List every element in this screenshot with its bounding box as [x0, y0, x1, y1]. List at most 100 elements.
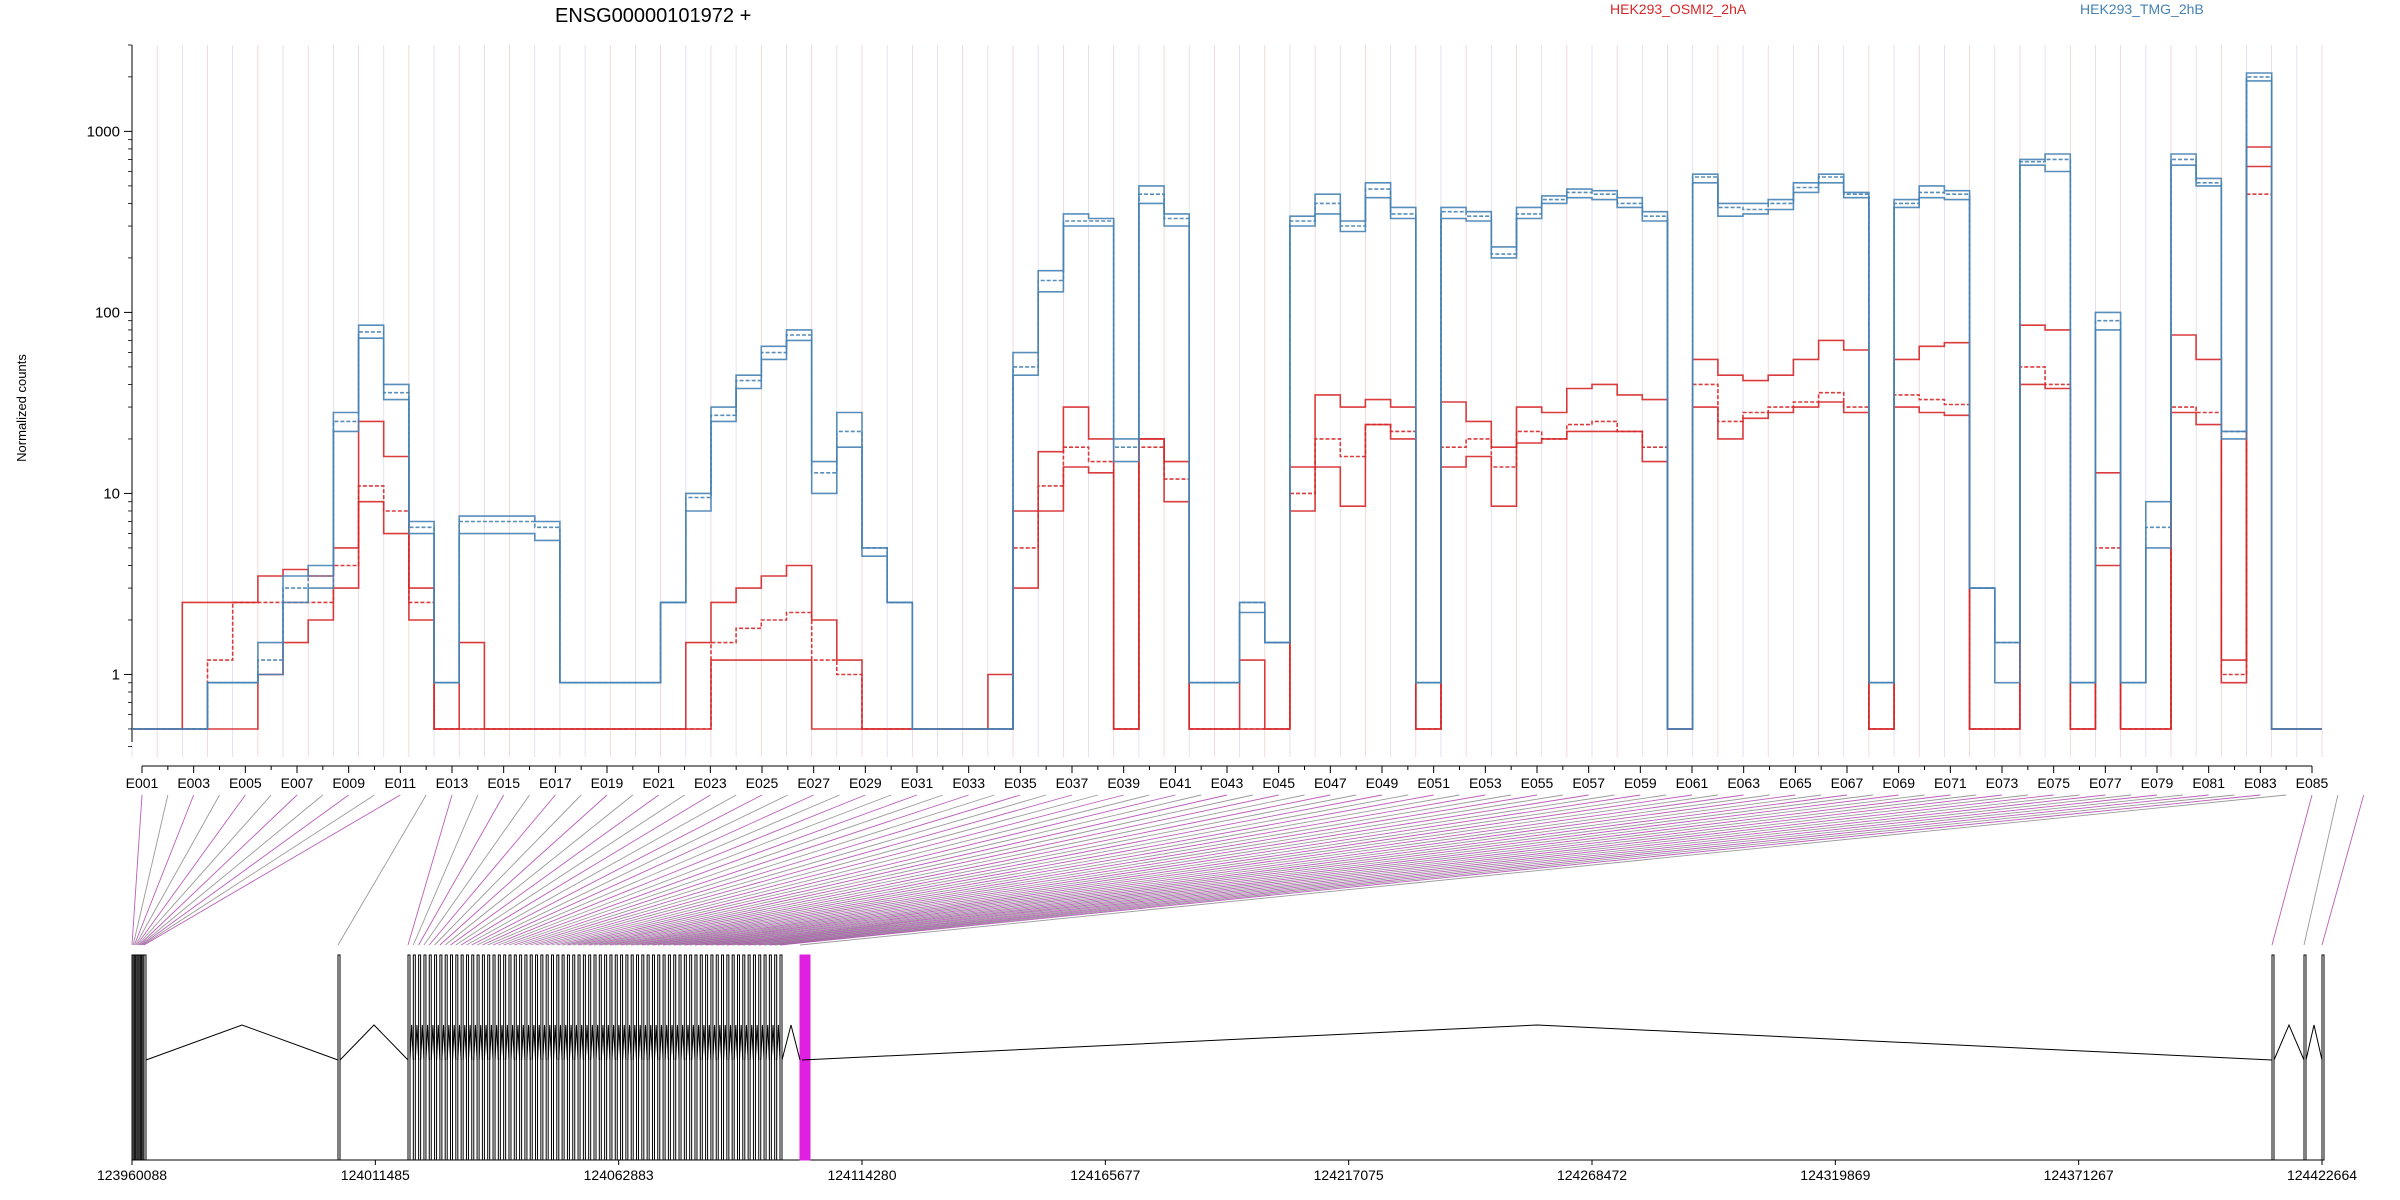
- x-tick-label: E067: [1831, 775, 1864, 791]
- x-tick-label: E017: [539, 775, 572, 791]
- exon-connector: [434, 794, 582, 946]
- exon-connector: [138, 794, 298, 946]
- exon-connector: [657, 794, 1667, 946]
- exon-connector: [732, 794, 2028, 946]
- gene-coord-label: 124165677: [1070, 1167, 1140, 1183]
- exon-connector: [737, 794, 2054, 946]
- intron-line: [648, 1024, 653, 1061]
- exon-box: [2303, 954, 2307, 1161]
- intron-line: [446, 1024, 452, 1061]
- exon-connector: [131, 794, 143, 946]
- series-line-2: [132, 165, 2322, 730]
- intron-line: [436, 1024, 441, 1061]
- intron-line: [452, 1024, 457, 1061]
- intron-line: [717, 1024, 723, 1061]
- gene-model: 123960088 124011485 124062883 124114280 1241…: [97, 954, 2357, 1183]
- exon-connector: [641, 794, 1589, 946]
- intron-line: [339, 1024, 409, 1061]
- x-tick-label: E077: [2089, 775, 2122, 791]
- exon-connector: [530, 794, 1047, 946]
- x-tick-label: E013: [436, 775, 469, 791]
- legend-label-condition-a: HEK293_OSMI2_2hA: [1610, 1, 1747, 17]
- x-tick-label: E029: [849, 775, 882, 791]
- exon-connector: [482, 794, 814, 946]
- x-tick-label: E037: [1056, 775, 1089, 791]
- x-tick-label: E009: [332, 775, 365, 791]
- exon-connector: [337, 794, 427, 946]
- x-tick-label: E019: [591, 775, 624, 791]
- exon-connector: [519, 794, 995, 946]
- intron-line: [707, 1024, 712, 1061]
- intron-line: [616, 1024, 622, 1061]
- exon-connector: [444, 794, 634, 946]
- x-tick-label: E069: [1882, 775, 1915, 791]
- intron-line: [462, 1024, 467, 1061]
- intron-line: [632, 1024, 638, 1061]
- exon-connector: [572, 794, 1253, 946]
- exon-connector: [142, 794, 375, 946]
- exon-connector: [136, 794, 246, 946]
- exon-connector: [132, 794, 169, 946]
- exon-connector: [716, 794, 1951, 946]
- intron-line: [425, 1024, 430, 1061]
- gene-coord-label: 124268472: [1557, 1167, 1627, 1183]
- x-tick-label: E057: [1572, 775, 1605, 791]
- exon-connector: [412, 794, 479, 946]
- exon-connector: [476, 794, 789, 946]
- exon-connector: [535, 794, 1073, 946]
- gene-coord-label: 124114280: [827, 1167, 896, 1183]
- intron-line: [723, 1024, 728, 1061]
- exon-connector: [758, 794, 2158, 946]
- exon-connector: [663, 794, 1693, 946]
- intron-line: [478, 1024, 483, 1061]
- x-tick-label: E007: [281, 775, 314, 791]
- x-tick-label: E075: [2037, 775, 2070, 791]
- x-tick-label: E011: [384, 775, 416, 791]
- intron-line: [701, 1024, 707, 1061]
- intron-line: [499, 1024, 505, 1061]
- exon-connector: [779, 794, 2261, 946]
- intron-line: [622, 1024, 627, 1061]
- intron-line: [801, 1024, 2273, 1061]
- exon-connector: [631, 794, 1538, 946]
- exon-connector: [588, 794, 1331, 946]
- intron-line: [590, 1024, 595, 1061]
- intron-line: [664, 1024, 669, 1061]
- x-tick-label: E047: [1314, 775, 1347, 791]
- exon-connector: [615, 794, 1460, 946]
- exon-connector: [700, 794, 1873, 946]
- y-tick-label: 1: [112, 666, 120, 683]
- series-line-1: [132, 193, 2322, 730]
- legend-label-condition-b: HEK293_TMG_2hB: [2080, 1, 2204, 17]
- intron-line: [744, 1024, 749, 1061]
- exon-connector: [599, 794, 1383, 946]
- intron-line: [600, 1024, 606, 1061]
- exon-connector: [2303, 794, 2339, 946]
- intron-line: [765, 1024, 770, 1061]
- exon-connector: [540, 794, 1098, 946]
- exon-connector: [556, 794, 1176, 946]
- intron-line: [521, 1024, 526, 1061]
- exon-connector: [143, 794, 401, 946]
- exon-connector: [769, 794, 2209, 946]
- intron-line: [627, 1024, 632, 1061]
- exon-connector: [604, 794, 1408, 946]
- series-line-5: [132, 80, 2322, 730]
- intron-line: [669, 1024, 675, 1061]
- intron-line: [653, 1024, 659, 1061]
- x-tick-label: E045: [1262, 775, 1295, 791]
- x-tick-label: E073: [1986, 775, 2019, 791]
- exon-connector: [471, 794, 763, 946]
- exon-connector: [524, 794, 1021, 946]
- x-tick-label: E023: [694, 775, 727, 791]
- x-tick-label: E003: [177, 775, 210, 791]
- intron-line: [505, 1024, 510, 1061]
- intron-line: [568, 1024, 574, 1061]
- gene-coord-label: 124319869: [1800, 1167, 1870, 1183]
- x-tick-label: E001: [126, 775, 159, 791]
- exon-connector: [2321, 794, 2365, 946]
- y-tick-label: 10: [103, 485, 120, 502]
- exon-connector: [498, 794, 892, 946]
- exon-connector: [748, 794, 2106, 946]
- exon-connector: [726, 794, 2003, 946]
